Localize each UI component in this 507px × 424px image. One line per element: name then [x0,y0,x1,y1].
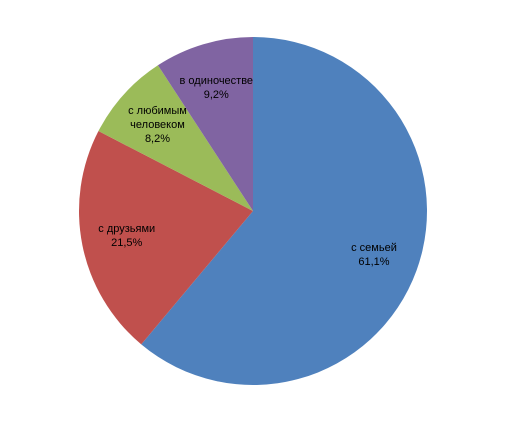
slice-label: в одиночестве 9,2% [171,74,261,102]
slice-label: с семьей 61,1% [329,241,419,269]
pie-slice [98,65,253,212]
category-label: с друзьями [98,223,156,236]
slice-label: с друзьями 21,5% [82,222,172,250]
value-label: 21,5% [111,237,143,250]
category-label: с любимым человеком [128,104,187,131]
category-label: с семьей [351,241,397,254]
pie-slice [157,37,253,211]
pie-slice [79,131,253,345]
pie-slice [141,37,428,385]
value-label: 61,1% [358,255,390,268]
category-label: в одиночестве [179,74,254,87]
slice-label: с любимым человеком 8,2% [112,104,202,146]
value-label: 9,2% [203,88,229,101]
value-label: 8,2% [144,132,171,145]
